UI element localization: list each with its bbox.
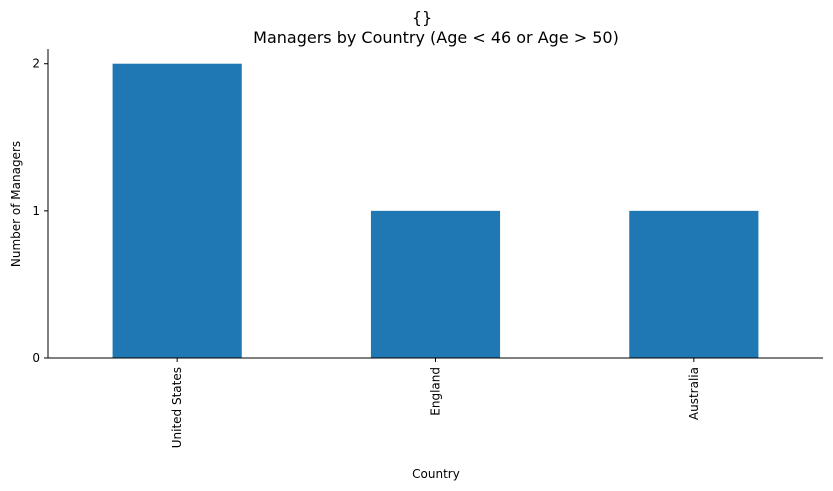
bar-australia: [629, 210, 759, 358]
bar-england: [370, 210, 501, 358]
x-tick-label: Australia: [687, 367, 701, 420]
y-tick-label: 2: [32, 57, 40, 71]
y-tick-label: 1: [32, 204, 40, 218]
bar-united-states: [112, 63, 242, 358]
y-ticks-group: 0 1 2: [32, 57, 48, 365]
x-tick-label: United States: [170, 367, 184, 448]
bars-group: [112, 63, 759, 358]
chart-title-line-1: {}: [412, 8, 432, 27]
x-ticks-group: United States England Australia: [170, 358, 701, 448]
chart-title: Managers by Country (Age < 46 or Age > 5…: [253, 28, 619, 47]
x-tick-label: England: [429, 367, 443, 416]
y-axis-label: Number of Managers: [9, 141, 23, 267]
x-axis-label: Country: [412, 467, 460, 481]
y-tick-label: 0: [32, 351, 40, 365]
